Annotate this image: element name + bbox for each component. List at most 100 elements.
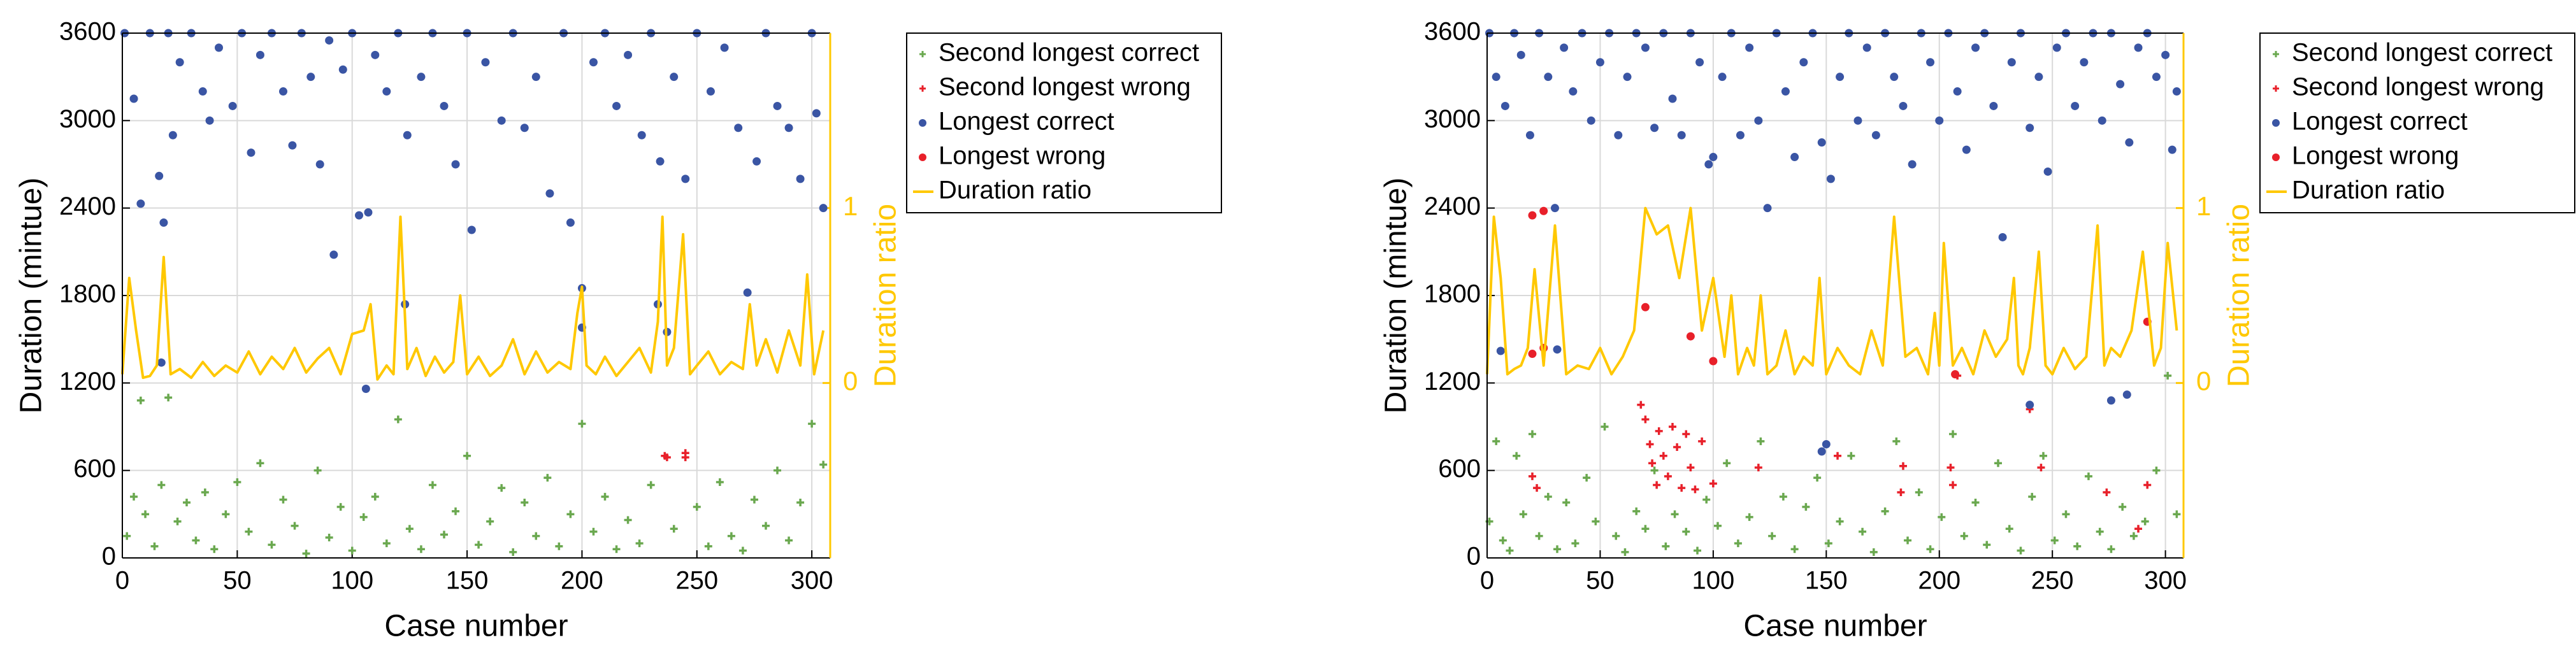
point bbox=[233, 478, 241, 486]
point bbox=[338, 65, 347, 74]
point bbox=[785, 536, 793, 545]
point bbox=[164, 394, 173, 402]
x-tick-label: 100 bbox=[331, 567, 373, 595]
point bbox=[2037, 464, 2045, 472]
point bbox=[329, 250, 338, 259]
point bbox=[1595, 58, 1604, 67]
point bbox=[1535, 532, 1543, 540]
point bbox=[361, 384, 370, 393]
point bbox=[750, 496, 758, 504]
point bbox=[1553, 345, 1562, 354]
point bbox=[1673, 443, 1681, 452]
point bbox=[481, 58, 490, 67]
x-tick-label: 50 bbox=[223, 567, 252, 595]
point bbox=[198, 87, 207, 96]
point bbox=[1713, 522, 1722, 530]
y-tick-label: 3000 bbox=[59, 105, 116, 133]
point bbox=[173, 517, 182, 525]
point bbox=[2125, 138, 2134, 147]
point bbox=[784, 124, 793, 132]
point bbox=[1971, 43, 1980, 52]
point bbox=[1734, 539, 1742, 548]
x-tick-label: 100 bbox=[1692, 567, 1734, 595]
point bbox=[2096, 527, 2104, 536]
legend-swatch bbox=[2273, 85, 2279, 92]
legend-box bbox=[2259, 32, 2575, 213]
point bbox=[1637, 401, 1645, 409]
point bbox=[647, 481, 655, 489]
point bbox=[175, 58, 184, 67]
point bbox=[1492, 73, 1500, 82]
point bbox=[720, 43, 729, 52]
legend-label: Second longest correct bbox=[2292, 39, 2552, 67]
point bbox=[313, 466, 322, 474]
point bbox=[1938, 513, 1946, 521]
point bbox=[1847, 452, 1855, 460]
point bbox=[130, 492, 138, 501]
point bbox=[1745, 43, 1754, 52]
point bbox=[1790, 153, 1799, 162]
x-tick-label: 50 bbox=[1586, 567, 1615, 595]
point bbox=[1668, 94, 1677, 103]
point bbox=[601, 492, 609, 501]
point bbox=[2097, 116, 2106, 125]
point bbox=[1648, 459, 1657, 467]
point bbox=[440, 101, 449, 110]
point bbox=[663, 453, 671, 462]
point bbox=[1817, 447, 1826, 456]
point bbox=[1544, 492, 1552, 501]
point bbox=[2084, 472, 2092, 480]
y2-tick-label: 1 bbox=[843, 191, 858, 221]
point bbox=[1709, 153, 1718, 162]
point bbox=[1949, 481, 1957, 489]
point bbox=[1723, 459, 1731, 467]
y-axis-label: Duration (mintue) bbox=[15, 178, 48, 414]
point bbox=[2073, 542, 2082, 550]
point bbox=[306, 73, 315, 82]
point bbox=[1632, 507, 1641, 515]
point bbox=[1994, 459, 2003, 467]
point bbox=[1736, 131, 1745, 139]
x-axis-label: Case number bbox=[1743, 610, 1927, 643]
point bbox=[1890, 73, 1899, 82]
point bbox=[1834, 452, 1842, 460]
point bbox=[2080, 58, 2089, 67]
point bbox=[509, 548, 517, 556]
x-tick-label: 200 bbox=[561, 567, 603, 595]
point bbox=[1763, 204, 1772, 213]
point bbox=[2122, 390, 2131, 399]
point bbox=[325, 533, 333, 541]
point bbox=[734, 124, 743, 132]
point bbox=[819, 460, 828, 469]
point bbox=[1989, 101, 1998, 110]
point bbox=[1897, 488, 1905, 496]
legend-swatch bbox=[2272, 119, 2280, 127]
point bbox=[452, 507, 460, 515]
point bbox=[1621, 548, 1629, 556]
point bbox=[774, 466, 782, 474]
point bbox=[2005, 525, 2013, 533]
point bbox=[201, 488, 209, 496]
point bbox=[359, 513, 368, 521]
point bbox=[555, 542, 563, 550]
point bbox=[1492, 437, 1500, 445]
point bbox=[291, 522, 299, 530]
point bbox=[475, 541, 483, 549]
y2-tick-label: 1 bbox=[2196, 191, 2211, 221]
point bbox=[1569, 87, 1578, 96]
x-tick-label: 200 bbox=[1918, 567, 1961, 595]
point bbox=[1790, 545, 1799, 553]
legend-label: Duration ratio bbox=[939, 176, 1091, 204]
point bbox=[1695, 58, 1704, 67]
point bbox=[1702, 496, 1711, 504]
point bbox=[1757, 437, 1765, 445]
point bbox=[403, 131, 412, 139]
point bbox=[566, 510, 575, 518]
x-tick-label: 150 bbox=[446, 567, 489, 595]
legend-label: Longest correct bbox=[2292, 108, 2468, 136]
point bbox=[348, 546, 356, 555]
y-tick-label: 600 bbox=[73, 455, 116, 483]
point bbox=[1550, 204, 1559, 213]
point bbox=[168, 131, 177, 139]
